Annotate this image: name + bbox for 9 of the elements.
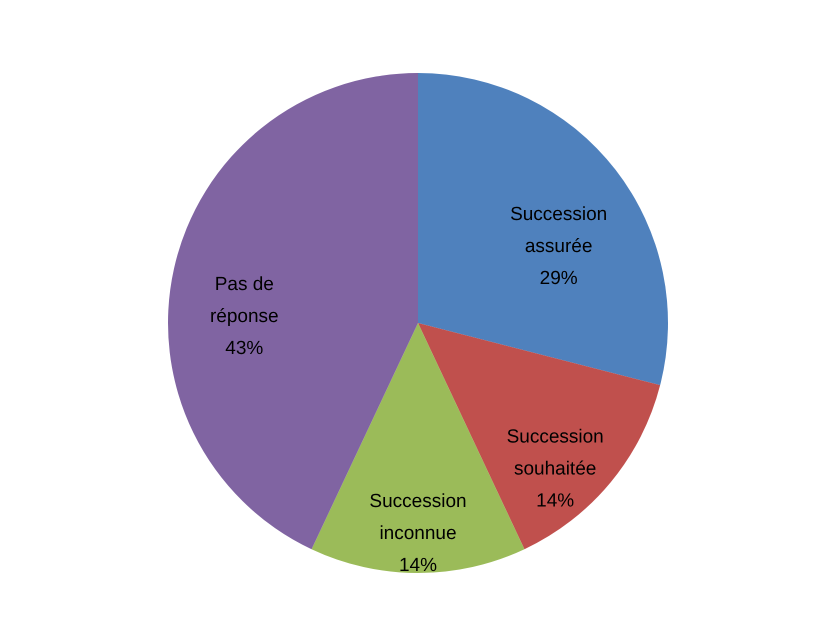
- slice-label: Succession souhaitée: [506, 426, 604, 480]
- pie-slice: [418, 73, 668, 386]
- slice-label: Succession inconnue: [369, 491, 467, 544]
- data-label: 29%: [540, 268, 578, 289]
- data-label: 14%: [536, 490, 574, 512]
- slice-label: Succession assurée: [510, 204, 608, 257]
- data-label: 43%: [225, 338, 264, 360]
- slice-label: Pas de réponse: [210, 274, 279, 328]
- data-label: 14%: [398, 555, 438, 576]
